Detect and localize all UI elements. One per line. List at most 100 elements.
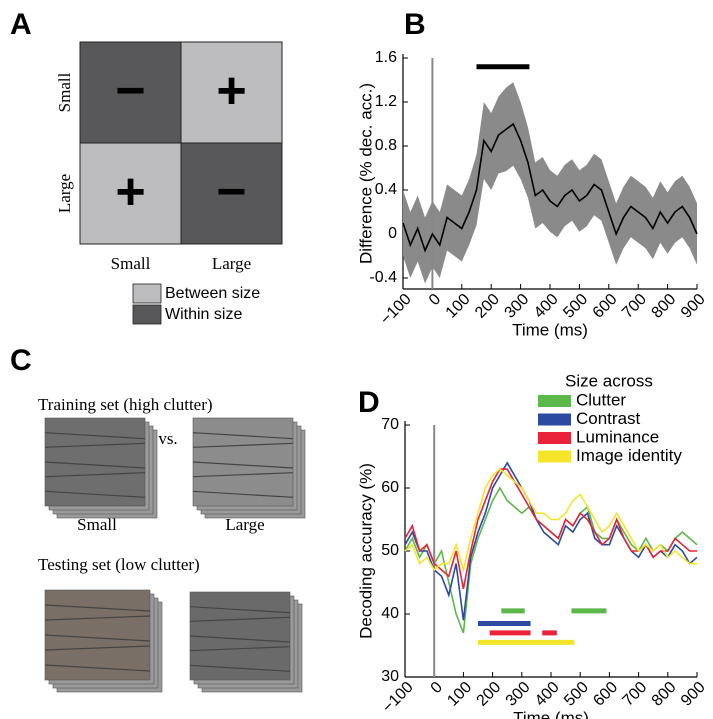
image-texture (189, 606, 291, 614)
y-tick-label: -0.4 (369, 269, 397, 286)
legend-swatch (538, 450, 571, 463)
x-tick-label: 500 (560, 291, 591, 322)
matrix-cell (79, 142, 182, 245)
x-tick-label: 700 (620, 679, 651, 710)
legend-label: Image identity (576, 446, 682, 465)
image-label: Large (225, 515, 264, 534)
image-texture (192, 472, 294, 478)
error-band (403, 82, 697, 284)
image-texture (44, 645, 151, 651)
legend-label: Luminance (576, 427, 659, 446)
data-line (402, 122, 698, 253)
x-tick-label: 800 (649, 679, 680, 710)
x-tick-label: 900 (678, 679, 709, 710)
image-texture (44, 461, 146, 469)
matrix-cell (180, 41, 283, 144)
image-texture (44, 604, 151, 612)
col-label: Large (212, 254, 251, 273)
image-card (192, 417, 294, 507)
y-tick-label: 0.4 (375, 181, 397, 198)
legend-swatch (538, 413, 571, 426)
legend-label: Clutter (576, 390, 626, 409)
data-line (404, 461, 698, 621)
legend-label: Between size (165, 285, 260, 302)
col-label: Small (111, 254, 151, 273)
matrix-cell (180, 142, 283, 245)
x-tick-label: 300 (503, 679, 534, 710)
x-tick-label: 300 (502, 291, 533, 322)
image-card (44, 417, 146, 507)
x-tick-label: 600 (590, 291, 621, 322)
panel-c: Training set (high clutter) vs. Small La… (38, 395, 265, 574)
y-tick-label: 60 (381, 479, 399, 496)
y-axis-title: Difference (% dec. acc.) (356, 83, 375, 264)
x-tick-label: 800 (649, 291, 680, 322)
x-tick-label: 0 (428, 679, 446, 697)
x-tick-label: 0 (426, 291, 444, 309)
y-tick-label: 0.8 (375, 137, 397, 154)
image-texture (44, 615, 151, 621)
panel-label: C (10, 344, 32, 377)
image-texture (44, 664, 151, 672)
y-tick-label: 1.2 (375, 93, 397, 110)
data-line (404, 468, 697, 574)
x-tick-label: 200 (472, 291, 503, 322)
row-label: Small (55, 72, 74, 112)
legend-swatch (132, 283, 162, 304)
image-texture (44, 634, 151, 642)
y-axis-title: Decoding accuracy (%) (356, 463, 375, 639)
panel-label: A (10, 8, 32, 41)
cell-sign: − (216, 163, 246, 221)
row-label: Large (55, 174, 74, 213)
x-axis-title: Time (ms) (512, 320, 588, 339)
image-texture (44, 442, 146, 448)
x-tick-label: 100 (444, 679, 475, 710)
x-tick-label: 400 (531, 291, 562, 322)
legend-title: Size across (565, 371, 653, 390)
x-tick-label: 400 (532, 679, 563, 710)
y-tick-label: 40 (381, 605, 399, 622)
image-texture (44, 490, 146, 498)
x-tick-label: 500 (561, 679, 592, 710)
panel-label: D (358, 386, 380, 419)
image-texture (189, 664, 291, 672)
x-tick-label: 700 (619, 291, 650, 322)
legend-label: Contrast (576, 409, 641, 428)
legend-swatch (538, 395, 571, 407)
y-tick-label: 50 (381, 542, 399, 559)
image-texture (189, 635, 291, 643)
legend-swatch (538, 432, 571, 444)
training-title: Training set (high clutter) (38, 395, 213, 414)
data-line (404, 468, 697, 589)
cell-sign: − (115, 62, 145, 120)
versus: vs. (158, 429, 177, 448)
x-tick-label: 200 (474, 679, 505, 710)
image-texture (44, 432, 146, 440)
panel-label: B (404, 8, 426, 41)
image-texture (192, 442, 294, 448)
testing-title: Testing set (low clutter) (38, 555, 200, 574)
image-texture (189, 616, 291, 622)
image-texture (189, 646, 291, 652)
image-texture (192, 432, 294, 440)
image-label: Small (77, 515, 117, 534)
x-tick-label: −100 (377, 291, 415, 329)
image-texture (192, 490, 294, 498)
y-tick-label: 0 (388, 225, 397, 242)
image-card (189, 591, 291, 681)
image-texture (44, 472, 146, 478)
y-tick-label: 1.6 (375, 49, 397, 66)
x-axis-title: Time (ms) (513, 708, 589, 719)
image-card (44, 589, 151, 681)
x-tick-label: 600 (590, 679, 621, 710)
image-texture (192, 461, 294, 469)
y-tick-label: 30 (381, 668, 399, 685)
cell-sign: + (216, 62, 246, 120)
cell-sign: + (115, 163, 145, 221)
legend-label: Within size (165, 306, 242, 323)
data-line (404, 486, 698, 634)
legend-swatch (132, 304, 162, 325)
x-tick-label: 900 (678, 291, 709, 322)
y-tick-label: 70 (381, 416, 399, 433)
